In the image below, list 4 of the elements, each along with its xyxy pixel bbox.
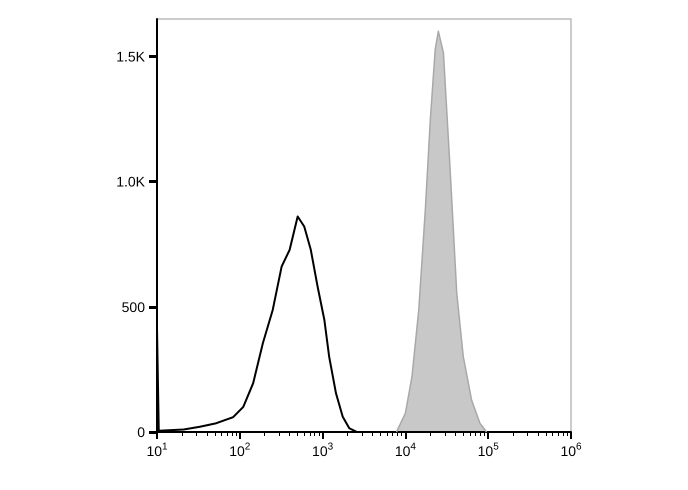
y-tick-label: 500 <box>122 298 146 315</box>
y-tick-label: 1.0K <box>116 174 146 190</box>
y-tick-label: 1.5K <box>116 48 146 65</box>
y-tick-label: 0 <box>137 424 146 440</box>
